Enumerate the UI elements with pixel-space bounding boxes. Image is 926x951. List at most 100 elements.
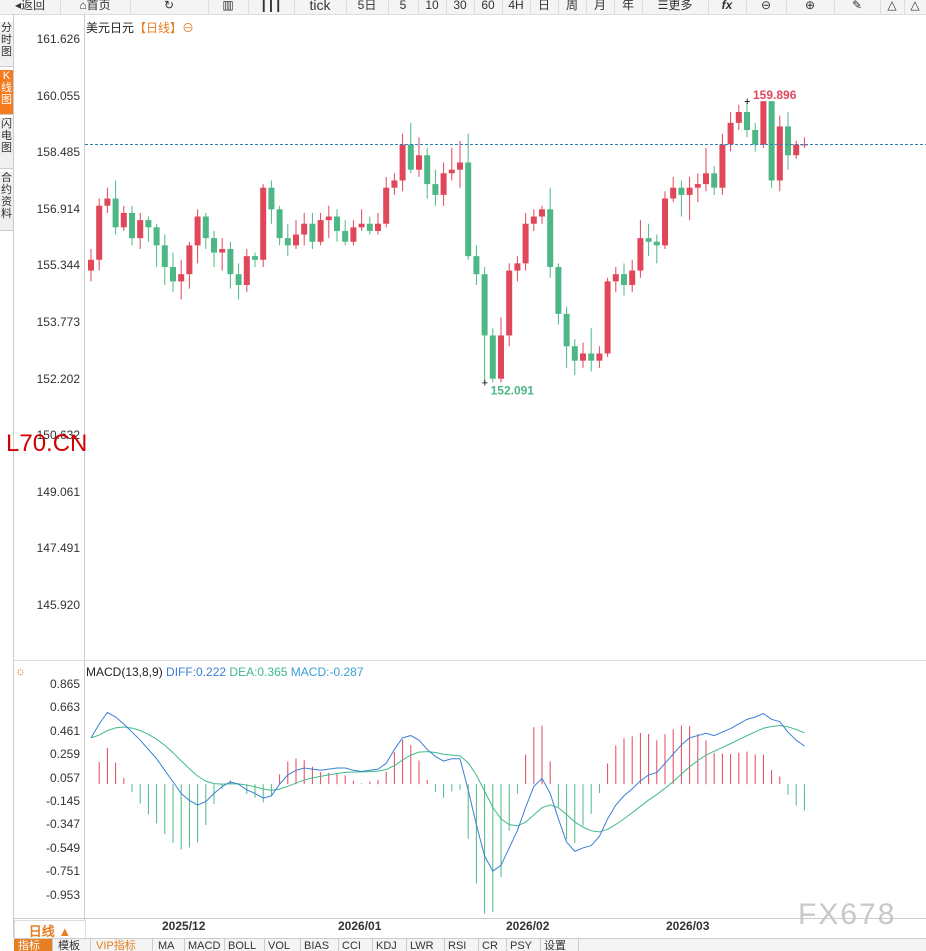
period-5day[interactable]: 5日 bbox=[346, 0, 389, 14]
period-week[interactable]: 周 bbox=[558, 0, 587, 14]
y-axis-line bbox=[84, 14, 85, 936]
more-button[interactable]: ☰更多 bbox=[642, 0, 709, 14]
period-4h[interactable]: 4H bbox=[502, 0, 531, 14]
candle-body bbox=[670, 187, 677, 199]
macd-tick-label: 0.461 bbox=[49, 723, 80, 738]
tab-ma[interactable]: MA bbox=[154, 939, 185, 951]
macd-tick-label: -0.953 bbox=[45, 887, 80, 902]
candle-body bbox=[301, 223, 308, 235]
candle-body bbox=[645, 238, 652, 242]
candle-body bbox=[186, 245, 193, 275]
period-30min[interactable]: 30 bbox=[446, 0, 475, 14]
macd-tick-label: 0.865 bbox=[49, 677, 80, 691]
period-year[interactable]: 年 bbox=[614, 0, 643, 14]
tab-psy[interactable]: PSY bbox=[506, 939, 541, 951]
tab-timeshare[interactable]: 分时图 bbox=[0, 22, 13, 67]
tab-kdj[interactable]: KDJ bbox=[372, 939, 407, 951]
refresh-icon: ↻ bbox=[163, 0, 175, 12]
candle-body bbox=[539, 209, 545, 217]
candle-body bbox=[588, 353, 595, 361]
candle-body bbox=[145, 220, 152, 228]
candle-body bbox=[735, 112, 742, 123]
zoom-out-button[interactable]: ⊖ bbox=[746, 0, 787, 14]
tab-cci[interactable]: CCI bbox=[338, 939, 373, 951]
candle-body bbox=[440, 173, 447, 195]
tab-cr[interactable]: CR bbox=[478, 939, 507, 951]
candle-body bbox=[284, 238, 291, 246]
settings-icon[interactable]: ☼ bbox=[15, 664, 26, 678]
macd-dea: DEA:0.365 bbox=[229, 665, 288, 679]
tab-template[interactable]: 模板 bbox=[54, 939, 91, 951]
draw-line-button[interactable]: ✎ bbox=[834, 0, 881, 14]
candle-body bbox=[637, 238, 644, 271]
candlestick-chart[interactable]: +159.896+ 152.091 bbox=[85, 30, 926, 640]
period-5min[interactable]: 5 bbox=[388, 0, 419, 14]
candlestick-button[interactable]: ┃┃┃ bbox=[248, 0, 295, 14]
period-selector[interactable]: 日线 ▲ bbox=[14, 920, 86, 940]
price-tick-label: 147.491 bbox=[36, 541, 80, 556]
candle-body bbox=[416, 155, 422, 170]
price-tick-label: 155.344 bbox=[36, 258, 80, 273]
tab-indicator[interactable]: 指标 bbox=[14, 939, 53, 951]
triangle-tool-button[interactable]: △ bbox=[880, 0, 905, 14]
tick-button[interactable]: tick bbox=[294, 0, 347, 14]
tab-flash[interactable]: 闪电图 bbox=[0, 118, 13, 169]
refresh-button[interactable]: ↻ bbox=[130, 0, 209, 14]
back-button[interactable]: ◂返回 bbox=[0, 0, 61, 14]
candle-body bbox=[703, 173, 709, 185]
candle-body bbox=[498, 335, 504, 379]
chart-header: 美元日元【日线】⊖ bbox=[86, 19, 194, 36]
macd-chart[interactable] bbox=[85, 676, 926, 920]
candle-body bbox=[653, 241, 660, 246]
macd-tick-label: -0.549 bbox=[45, 840, 80, 855]
period-day[interactable]: 日 bbox=[530, 0, 559, 14]
home-label: 首页 bbox=[86, 0, 111, 12]
candle-body bbox=[227, 248, 234, 275]
candle-body bbox=[342, 230, 349, 242]
zoom-in-button[interactable]: ⊕ bbox=[786, 0, 835, 14]
tab-rsi[interactable]: RSI bbox=[444, 939, 479, 951]
bar-chart-button[interactable]: ▥ bbox=[208, 0, 249, 14]
candle-body bbox=[555, 266, 562, 314]
tab-vip-indicator[interactable]: VIP指标 bbox=[92, 939, 153, 951]
candle-body bbox=[547, 209, 554, 267]
candle-body bbox=[202, 216, 209, 239]
home-button[interactable]: ⌂首页 bbox=[60, 0, 131, 14]
candle-body bbox=[375, 223, 381, 231]
candle-body bbox=[793, 144, 800, 156]
candle-body bbox=[219, 248, 226, 253]
tab-bias[interactable]: BIAS bbox=[300, 939, 339, 951]
candle-body bbox=[104, 198, 111, 206]
price-tick-label: 158.485 bbox=[36, 145, 80, 160]
candle-body bbox=[112, 198, 119, 228]
candle-body bbox=[621, 274, 627, 285]
shape-tool-button[interactable]: △ bbox=[904, 0, 926, 14]
pane-divider bbox=[14, 660, 926, 661]
tab-lwr[interactable]: LWR bbox=[406, 939, 445, 951]
period-10min[interactable]: 10 bbox=[418, 0, 447, 14]
tab-boll[interactable]: BOLL bbox=[224, 939, 265, 951]
tab-macd[interactable]: MACD bbox=[184, 939, 225, 951]
candle-body bbox=[489, 335, 496, 379]
candle-body bbox=[719, 144, 726, 188]
expand-icon[interactable]: ⊖ bbox=[182, 21, 195, 35]
brand-logo: FX678 bbox=[798, 898, 897, 931]
candle-body bbox=[514, 263, 521, 271]
menu-icon: ☰ bbox=[657, 0, 669, 12]
tab-contract-info[interactable]: 合约资料 bbox=[0, 172, 13, 231]
period-60min[interactable]: 60 bbox=[474, 0, 503, 14]
candle-body bbox=[153, 227, 160, 246]
period-month[interactable]: 月 bbox=[586, 0, 615, 14]
formula-button[interactable]: fx bbox=[708, 0, 747, 14]
macd-diff: DIFF:0.222 bbox=[166, 665, 227, 679]
candle-body bbox=[358, 223, 365, 228]
tab-vol[interactable]: VOL bbox=[264, 939, 301, 951]
candle-body bbox=[211, 238, 217, 253]
candle-body bbox=[481, 274, 488, 336]
macd-tick-label: -0.751 bbox=[45, 864, 80, 879]
tab-settings[interactable]: 设置 bbox=[540, 939, 579, 951]
tab-kline[interactable]: K线图 bbox=[0, 70, 13, 115]
candle-body bbox=[366, 223, 373, 231]
back-icon: ◂ bbox=[14, 0, 21, 12]
candle-body bbox=[629, 270, 636, 285]
